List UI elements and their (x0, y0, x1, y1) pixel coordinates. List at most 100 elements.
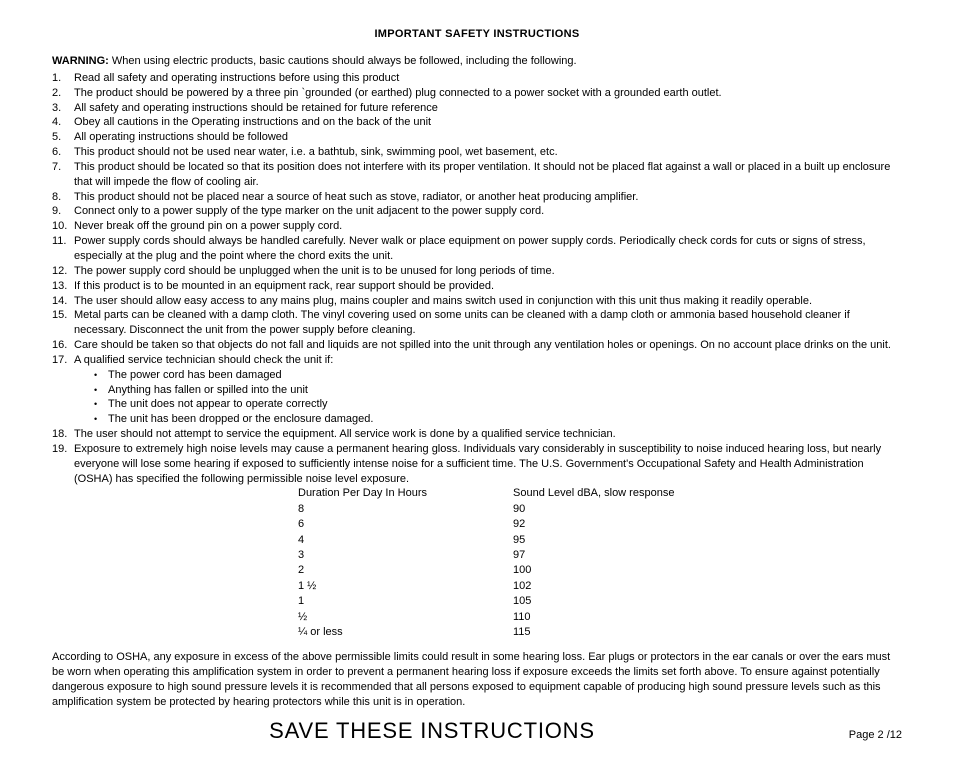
warning-line: WARNING: When using electric products, b… (52, 54, 902, 69)
list-item: 14.The user should allow easy access to … (52, 294, 902, 309)
list-item-text: This product should not be placed near a… (74, 190, 902, 205)
table-cell: 4 (298, 533, 513, 548)
sublist-item: •The unit has been dropped or the enclos… (94, 412, 902, 427)
list-item-text: All safety and operating instructions sh… (74, 101, 902, 116)
table-header-row: Duration Per Day In HoursSound Level dBA… (298, 486, 902, 501)
list-item-number: 19. (52, 442, 74, 487)
instruction-list-continued: 18.The user should not attempt to servic… (52, 427, 902, 486)
list-item-number: 1. (52, 71, 74, 86)
table-row: 397 (298, 548, 902, 563)
list-item: 17.A qualified service technician should… (52, 353, 902, 368)
list-item: 9.Connect only to a power supply of the … (52, 204, 902, 219)
list-item-number: 14. (52, 294, 74, 309)
list-item: 11.Power supply cords should always be h… (52, 234, 902, 264)
instruction-list: 1.Read all safety and operating instruct… (52, 71, 902, 368)
list-item: 16.Care should be taken so that objects … (52, 338, 902, 353)
table-row: 692 (298, 517, 902, 532)
list-item-text: Connect only to a power supply of the ty… (74, 204, 902, 219)
table-cell: 100 (513, 563, 713, 578)
sublist-item-text: The unit has been dropped or the enclosu… (108, 412, 373, 427)
list-item-number: 8. (52, 190, 74, 205)
table-row: 1105 (298, 594, 902, 609)
list-item-text: Read all safety and operating instructio… (74, 71, 902, 86)
table-cell: 95 (513, 533, 713, 548)
list-item-text: Metal parts can be cleaned with a damp c… (74, 308, 902, 338)
list-item-text: The power supply cord should be unplugge… (74, 264, 902, 279)
table-cell: 1 ½ (298, 579, 513, 594)
list-item-text: This product should not be used near wat… (74, 145, 902, 160)
list-item: 7.This product should be located so that… (52, 160, 902, 190)
list-item-text: The user should not attempt to service t… (74, 427, 902, 442)
table-row: 890 (298, 502, 902, 517)
table-header-cell: Duration Per Day In Hours (298, 486, 513, 501)
sublist-item: •Anything has fallen or spilled into the… (94, 383, 902, 398)
list-item-number: 12. (52, 264, 74, 279)
table-cell: 115 (513, 625, 713, 640)
bullet-icon: • (94, 368, 108, 382)
instruction-sublist: •The power cord has been damaged•Anythin… (94, 368, 902, 427)
bullet-icon: • (94, 383, 108, 397)
list-item-number: 4. (52, 115, 74, 130)
table-cell: 3 (298, 548, 513, 563)
list-item-text: All operating instructions should be fol… (74, 130, 902, 145)
page-title: IMPORTANT SAFETY INSTRUCTIONS (52, 28, 902, 40)
warning-text: When using electric products, basic caut… (109, 55, 577, 67)
list-item-number: 2. (52, 86, 74, 101)
table-cell: 2 (298, 563, 513, 578)
sublist-item: •The unit does not appear to operate cor… (94, 397, 902, 412)
footer-row: SAVE THESE INSTRUCTIONS Page 2 /12 (52, 718, 902, 744)
list-item: 13.If this product is to be mounted in a… (52, 279, 902, 294)
list-item: 15.Metal parts can be cleaned with a dam… (52, 308, 902, 338)
list-item-text: Never break off the ground pin on a powe… (74, 219, 902, 234)
list-item-text: Care should be taken so that objects do … (74, 338, 902, 353)
list-item: 10.Never break off the ground pin on a p… (52, 219, 902, 234)
table-row: 495 (298, 533, 902, 548)
page-number: Page 2 /12 (812, 729, 902, 741)
sublist-item-text: The power cord has been damaged (108, 368, 282, 383)
table-cell: 6 (298, 517, 513, 532)
list-item: 2.The product should be powered by a thr… (52, 86, 902, 101)
sublist-item: •The power cord has been damaged (94, 368, 902, 383)
list-item-number: 11. (52, 234, 74, 264)
list-item-text: If this product is to be mounted in an e… (74, 279, 902, 294)
list-item-text: The user should allow easy access to any… (74, 294, 902, 309)
list-item: 19.Exposure to extremely high noise leve… (52, 442, 902, 487)
table-cell: 110 (513, 610, 713, 625)
list-item-number: 15. (52, 308, 74, 338)
list-item-number: 16. (52, 338, 74, 353)
list-item-number: 18. (52, 427, 74, 442)
document-page: IMPORTANT SAFETY INSTRUCTIONS WARNING: W… (0, 0, 954, 764)
list-item: 8.This product should not be placed near… (52, 190, 902, 205)
list-item-text: Exposure to extremely high noise levels … (74, 442, 902, 487)
table-cell: 97 (513, 548, 713, 563)
list-item: 18.The user should not attempt to servic… (52, 427, 902, 442)
list-item-text: This product should be located so that i… (74, 160, 902, 190)
sublist-item-text: The unit does not appear to operate corr… (108, 397, 328, 412)
table-row: 1 ½102 (298, 579, 902, 594)
list-item-number: 13. (52, 279, 74, 294)
list-item: 5.All operating instructions should be f… (52, 130, 902, 145)
list-item-text: The product should be powered by a three… (74, 86, 902, 101)
list-item-number: 10. (52, 219, 74, 234)
sublist-item-text: Anything has fallen or spilled into the … (108, 383, 308, 398)
list-item-number: 3. (52, 101, 74, 116)
list-item-text: Obey all cautions in the Operating instr… (74, 115, 902, 130)
list-item-number: 5. (52, 130, 74, 145)
table-cell: 102 (513, 579, 713, 594)
table-cell: 90 (513, 502, 713, 517)
save-instructions-heading: SAVE THESE INSTRUCTIONS (52, 718, 812, 744)
list-item: 6.This product should not be used near w… (52, 145, 902, 160)
warning-label: WARNING: (52, 55, 109, 67)
list-item: 4.Obey all cautions in the Operating ins… (52, 115, 902, 130)
list-item-number: 7. (52, 160, 74, 190)
table-cell: 92 (513, 517, 713, 532)
list-item: 1.Read all safety and operating instruct… (52, 71, 902, 86)
noise-exposure-table: Duration Per Day In HoursSound Level dBA… (298, 486, 902, 640)
bullet-icon: • (94, 397, 108, 411)
bullet-icon: • (94, 412, 108, 426)
table-cell: ¼ or less (298, 625, 513, 640)
table-cell: 8 (298, 502, 513, 517)
list-item-number: 17. (52, 353, 74, 368)
list-item: 3.All safety and operating instructions … (52, 101, 902, 116)
table-cell: ½ (298, 610, 513, 625)
